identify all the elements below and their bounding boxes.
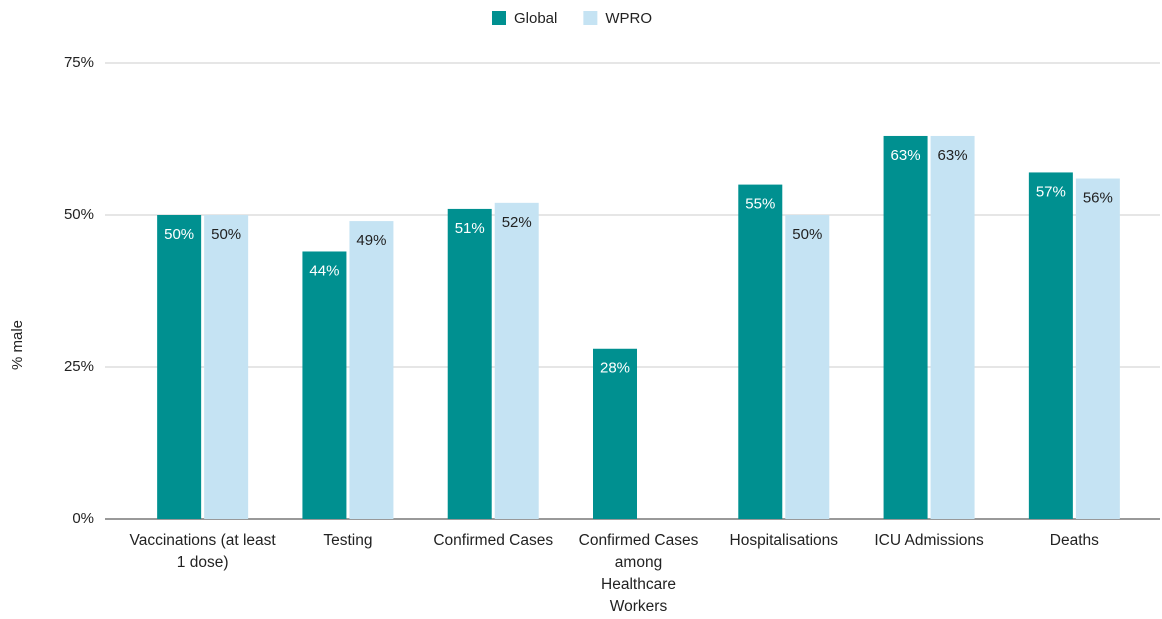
bar: [1028, 172, 1073, 519]
y-axis-label: % male: [9, 320, 26, 370]
x-tick-label: ICU Admissions: [874, 532, 984, 549]
data-label: 51%: [455, 220, 485, 237]
bar: [204, 215, 249, 519]
x-tick-label: Hospitalisations: [729, 532, 839, 549]
x-tick-label: Vaccinations (at least 1 dose): [129, 532, 276, 571]
y-tick-label: 25%: [64, 358, 94, 375]
bar: [157, 215, 202, 519]
data-label: 63%: [938, 147, 968, 164]
data-label: 63%: [891, 147, 921, 164]
bar: [447, 208, 492, 520]
y-tick-label: 75%: [64, 54, 94, 71]
x-tick-label: Confirmed Cases: [433, 532, 554, 549]
bar: [1075, 178, 1120, 519]
bar: [883, 135, 928, 519]
data-label: 50%: [211, 226, 241, 243]
data-label: 28%: [600, 360, 630, 377]
legend-label: Global: [514, 10, 557, 27]
legend-label: WPRO: [605, 10, 652, 27]
bar: [738, 184, 783, 519]
data-label: 57%: [1036, 183, 1066, 200]
data-label: 52%: [502, 214, 532, 231]
y-tick-label: 50%: [64, 206, 94, 223]
bar: [930, 135, 975, 519]
data-label: 50%: [164, 226, 194, 243]
x-tick-label: Testing: [323, 532, 373, 549]
data-label: 55%: [745, 196, 775, 213]
data-label: 50%: [792, 226, 822, 243]
data-label: 49%: [356, 232, 386, 249]
bar: [302, 251, 347, 520]
bar: [785, 215, 830, 519]
bar: [349, 221, 394, 519]
data-label: 44%: [309, 262, 339, 279]
legend-swatch: [492, 11, 506, 25]
x-tick-label: Deaths: [1049, 532, 1099, 549]
bar: [593, 348, 637, 519]
data-label: 56%: [1083, 189, 1113, 206]
legend-swatch: [583, 11, 598, 25]
bar: [494, 202, 539, 519]
y-tick-label: 0%: [72, 510, 94, 527]
x-tick-label: Confirmed Cases among Healthcare Workers: [578, 532, 699, 615]
